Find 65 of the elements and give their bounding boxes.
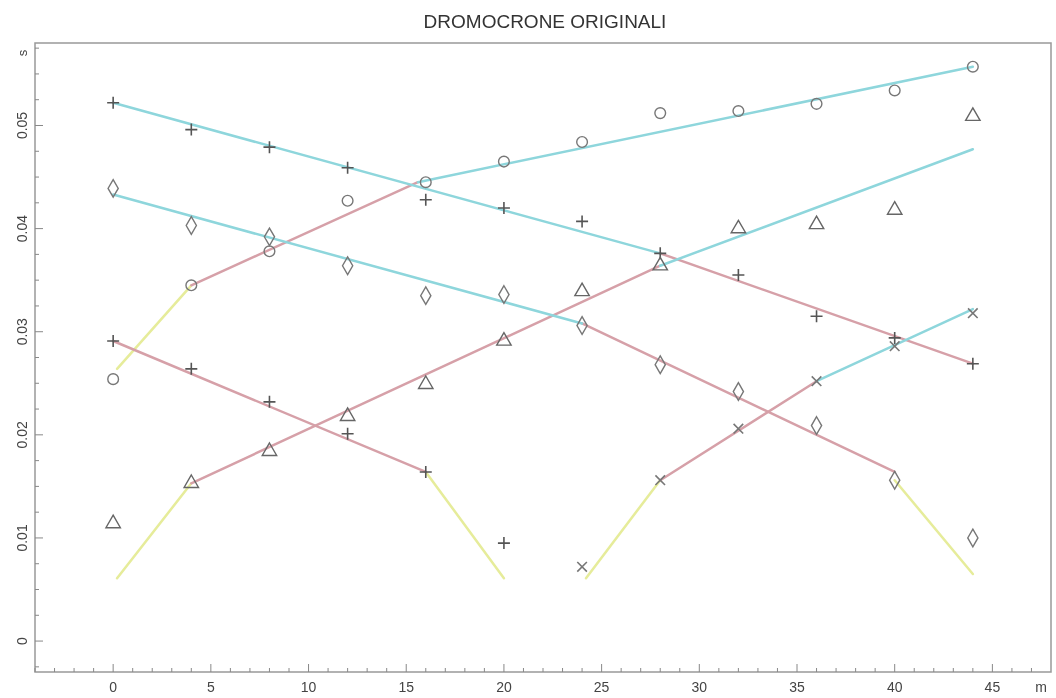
point xyxy=(184,122,199,137)
x-tick-label: 30 xyxy=(691,679,708,695)
x-tick-label: 45 xyxy=(984,679,1001,695)
point xyxy=(340,427,355,441)
y-tick-label: 0.01 xyxy=(14,524,30,552)
x-tick-label: 15 xyxy=(398,679,415,695)
x-tick-label: 35 xyxy=(789,679,805,695)
point xyxy=(574,282,590,297)
x-tick-label: 25 xyxy=(593,679,610,695)
point xyxy=(886,201,903,215)
point xyxy=(732,105,745,118)
point xyxy=(730,219,747,234)
point xyxy=(418,192,433,207)
point xyxy=(731,268,746,282)
point xyxy=(106,334,120,348)
point xyxy=(263,245,276,258)
point xyxy=(262,140,277,154)
point xyxy=(262,395,277,409)
point xyxy=(497,201,511,215)
x-tick-label: 40 xyxy=(886,679,903,695)
point xyxy=(497,536,511,550)
point xyxy=(809,309,824,324)
point xyxy=(417,375,434,390)
point xyxy=(576,135,589,149)
point xyxy=(185,279,198,292)
x-tick-label: 0 xyxy=(109,679,118,695)
y-tick-label: 0 xyxy=(14,636,30,645)
point xyxy=(106,96,120,110)
point xyxy=(966,60,979,73)
point xyxy=(808,215,825,230)
point xyxy=(261,442,278,457)
point xyxy=(654,474,666,486)
y-axis-title: s xyxy=(15,49,30,57)
y-tick-label: 0.02 xyxy=(14,421,30,449)
x-tick-label: 20 xyxy=(496,679,512,695)
point xyxy=(888,84,901,97)
y-tick-label: 0.05 xyxy=(14,111,30,140)
point xyxy=(966,356,980,371)
point xyxy=(575,214,589,229)
y-tick-label: 0.03 xyxy=(14,317,30,346)
point xyxy=(967,307,979,319)
point xyxy=(419,176,432,189)
point xyxy=(652,256,669,271)
point xyxy=(107,373,120,386)
point xyxy=(183,474,200,489)
point xyxy=(810,375,823,387)
point xyxy=(576,561,588,573)
point xyxy=(810,97,823,110)
point xyxy=(654,107,667,120)
point xyxy=(497,155,510,168)
point xyxy=(889,340,901,352)
point xyxy=(339,407,356,422)
point xyxy=(184,362,199,376)
x-tick-label: 10 xyxy=(300,679,317,695)
point xyxy=(340,160,355,175)
point xyxy=(341,194,354,207)
point xyxy=(418,465,433,479)
y-tick-label: 0.04 xyxy=(14,214,30,243)
point xyxy=(964,107,981,122)
x-axis-title: m xyxy=(1035,679,1047,695)
chart-title: DROMOCRONE ORIGINALI xyxy=(423,11,667,32)
point xyxy=(105,514,122,529)
point xyxy=(732,423,744,435)
x-tick-label: 5 xyxy=(206,679,215,695)
point xyxy=(887,331,902,345)
